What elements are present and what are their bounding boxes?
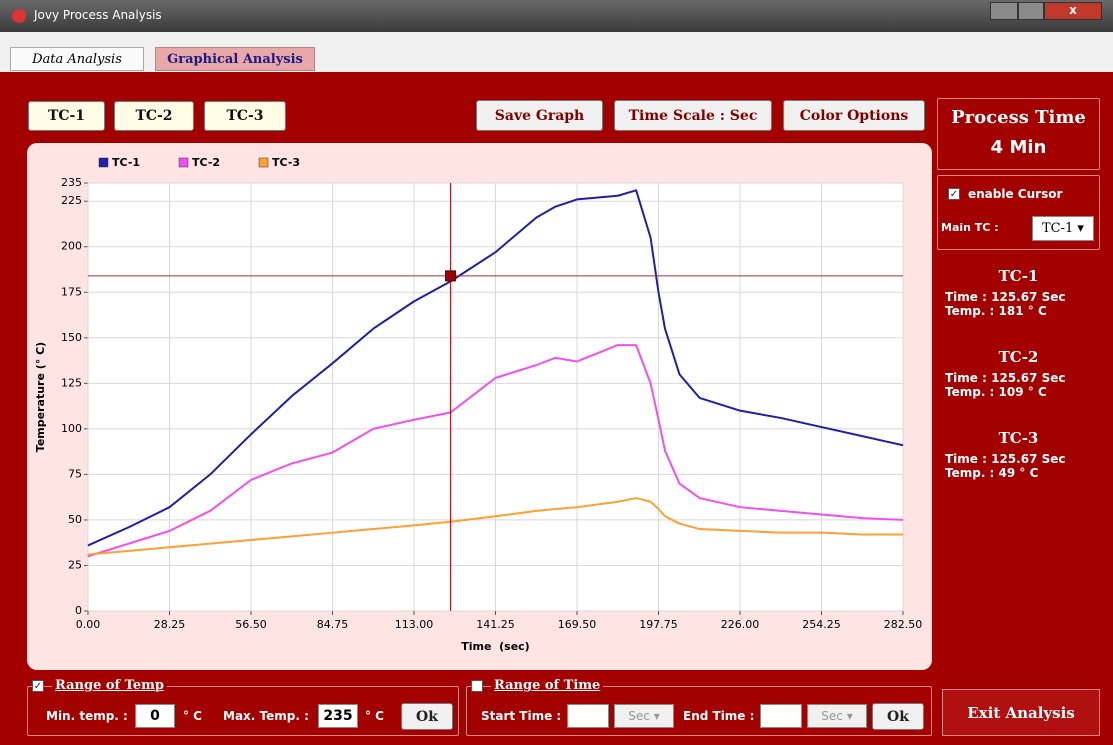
checkbox-unchecked[interactable] [471,680,483,692]
exit-button[interactable]: Exit Analysis [942,689,1100,736]
line-series [87,497,903,556]
y-tick-label: 225 [61,194,82,207]
save-graph-button[interactable]: Save Graph [476,100,603,131]
y-tick-label: 150 [61,331,82,344]
readout-name: TC-3 [998,429,1039,447]
x-tick-label: 141.25 [476,618,515,631]
tc-button[interactable]: TC-1 [28,101,105,131]
end-time-label: End Time : [683,709,755,723]
start-time-input[interactable] [567,704,609,728]
range-time-title: Range of Time [491,678,604,693]
y-tick-label: 100 [61,422,82,435]
x-tick-label: 28.25 [154,618,186,631]
tab-active[interactable]: Graphical Analysis [155,47,315,71]
maximize-button[interactable] [1018,2,1044,20]
readout-name: TC-2 [998,348,1039,366]
y-tick-label: 0 [75,604,82,617]
readout-temp: Temp. : 181 ° C [945,304,1047,318]
y-tick-label: 175 [61,285,82,298]
x-tick-label: 84.75 [317,618,349,631]
y-tick-label: 50 [68,513,82,526]
ok-button[interactable]: Ok [872,703,924,730]
range-temp-group: ✓ Range of Temp Min. temp. : 0 ° C Max. … [27,678,459,736]
enable-cursor-label: enable Cursor [968,187,1063,201]
y-axis-label: Temperature (° C) [34,342,47,452]
unit: ° C [183,709,202,723]
readout-temp: Temp. : 49 ° C [945,466,1039,480]
x-tick-label: 226.00 [721,618,760,631]
process-time-box: Process Time 4 Min [937,98,1100,170]
x-tick-label: 282.50 [884,618,923,631]
start-time-label: Start Time : [481,709,562,723]
minimize-button[interactable] [990,2,1018,20]
unit: ° C [365,709,384,723]
checkbox-checked[interactable]: ✓ [948,188,960,200]
time-scale-button[interactable]: Time Scale : Sec [614,100,772,131]
y-tick-label: 235 [61,176,82,189]
legend-swatch [98,157,109,168]
cursor-box: ✓ enable Cursor Main TC : TC-1 ▾ [937,175,1100,250]
readouts: TC-1 Time : 125.67 Sec Temp. : 181 ° C TC-2… [937,265,1100,505]
line-series [87,344,904,558]
range-temp-title: Range of Temp [52,678,167,693]
main-tc-value: TC-1 [1042,221,1074,236]
x-tick-label: 197.75 [639,618,678,631]
tab-bar: Data Analysis Graphical Analysis [0,32,1113,72]
x-tick-label: 113.00 [395,618,434,631]
readout-time: Time : 125.67 Sec [945,371,1066,385]
cursor-marker [445,270,457,282]
window-title: Jovy Process Analysis [34,8,162,22]
ok-button[interactable]: Ok [401,703,453,730]
readout-name: TC-1 [998,267,1039,285]
app-icon [12,9,26,23]
max-temp-input[interactable]: 235 [318,704,358,728]
y-tick-label: 200 [61,240,82,253]
close-button[interactable]: x [1044,2,1102,20]
min-temp-label: Min. temp. : [46,709,128,723]
legend-label: TC-1 [112,156,140,169]
max-temp-label: Max. Temp. : [223,709,309,723]
end-unit-dropdown[interactable]: Sec ▾ [807,704,867,728]
chart-panel: 0 25 50 75 100 125 150 175 200 225 235 0.00 28.25 56.… [27,143,932,670]
line-series [87,189,904,547]
start-unit: Sec [628,709,650,723]
readout-time: Time : 125.67 Sec [945,290,1066,304]
legend-label: TC-3 [272,156,300,169]
x-tick-label: 254.25 [802,618,841,631]
process-time-value: 4 Min [990,137,1047,158]
process-time-label: Process Time [951,107,1086,128]
legend-swatch [178,157,189,168]
y-tick-label: 125 [61,376,82,389]
legend-swatch [258,157,269,168]
min-temp-input[interactable]: 0 [135,704,175,728]
x-tick-label: 169.50 [558,618,597,631]
y-tick-label: 25 [68,558,82,571]
main-tc-label: Main TC : [941,221,999,234]
color-options-button[interactable]: Color Options [783,100,925,131]
readout-time: Time : 125.67 Sec [945,452,1066,466]
x-tick-label: 56.50 [235,618,267,631]
range-time-group: Range of Time Start Time : Sec ▾ End Tim… [466,678,932,736]
y-tick-label: 75 [68,467,82,480]
legend-label: TC-2 [192,156,220,169]
tc-button[interactable]: TC-3 [204,101,286,131]
end-unit: Sec [821,709,843,723]
x-axis-label: Time (sec) [461,640,529,653]
x-tick-label: 0.00 [76,618,101,631]
tc-button[interactable]: TC-2 [114,101,194,131]
chart: 0 25 50 75 100 125 150 175 200 225 235 0.00 28.25 56.… [34,156,923,653]
main-tc-dropdown[interactable]: TC-1 ▾ [1032,216,1094,241]
readout-temp: Temp. : 109 ° C [945,385,1047,399]
title-bar: Jovy Process Analysis x [0,0,1113,32]
start-unit-dropdown[interactable]: Sec ▾ [614,704,674,728]
tab[interactable]: Data Analysis [10,47,144,71]
checkbox-checked[interactable]: ✓ [32,680,44,692]
end-time-input[interactable] [760,704,802,728]
